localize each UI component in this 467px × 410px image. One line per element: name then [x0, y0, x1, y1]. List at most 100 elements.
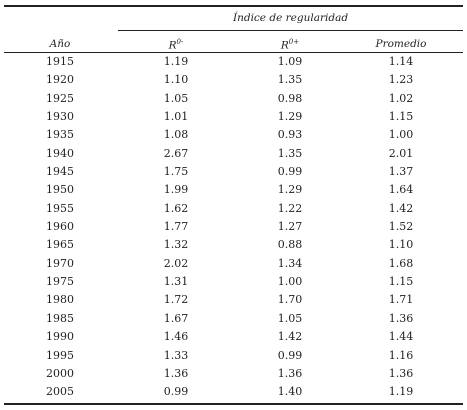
column-header-year-label: Año [49, 38, 71, 50]
table-row: 1945 1.75 0.99 1.37 [0, 165, 467, 183]
r-plus-cell: 1.35 [277, 73, 303, 87]
r-minus-cell: 0.99 [163, 385, 189, 399]
average-cell: 1.36 [388, 311, 414, 325]
year-cell: 1935 [46, 128, 74, 142]
average-cell: 1.52 [388, 220, 414, 234]
table-row: 1970 2.02 1.34 1.68 [0, 257, 467, 275]
r-plus-cell: 0.99 [277, 165, 303, 179]
average-cell: 2.01 [388, 146, 414, 160]
r-minus-cell: 1.01 [163, 110, 189, 124]
bottom-rule [4, 403, 463, 405]
average-cell: 1.44 [388, 330, 414, 344]
top-rule [4, 5, 463, 7]
r-plus-cell: 0.93 [277, 128, 303, 142]
r-plus-cell: 1.40 [277, 385, 303, 399]
table-row: 1990 1.46 1.42 1.44 [0, 330, 467, 348]
r-minus-cell: 1.75 [163, 165, 189, 179]
average-cell: 1.42 [388, 201, 414, 215]
year-cell: 1950 [46, 183, 74, 197]
column-header-r-minus-label: R [168, 39, 177, 52]
year-cell: 1940 [46, 146, 74, 160]
column-header-average: Promedio [346, 38, 456, 50]
table-row: 1920 1.10 1.35 1.23 [0, 73, 467, 91]
year-cell: 1915 [46, 55, 74, 68]
r-plus-cell: 0.98 [277, 91, 303, 105]
year-cell: 1990 [46, 330, 74, 344]
table-row: 1975 1.31 1.00 1.15 [0, 275, 467, 293]
r-plus-cell: 1.36 [277, 366, 303, 380]
column-header-year: Año [5, 38, 115, 50]
table-body: 1915 1.19 1.09 1.14 1920 1.10 1.35 1.23 1925 1.05… [0, 55, 467, 404]
r-plus-cell: 1.34 [277, 256, 303, 270]
average-cell: 1.64 [388, 183, 414, 197]
r-plus-cell: 1.27 [277, 220, 303, 234]
table-row: 1955 1.62 1.22 1.42 [0, 202, 467, 220]
average-cell: 1.23 [388, 73, 414, 87]
average-cell: 1.10 [388, 238, 414, 252]
average-cell: 1.15 [388, 110, 414, 124]
r-minus-cell: 1.32 [163, 238, 189, 252]
r-plus-cell: 1.70 [277, 293, 303, 307]
r-plus-cell: 0.88 [277, 238, 303, 252]
r-minus-cell: 1.19 [163, 55, 189, 68]
r-minus-cell: 1.33 [163, 348, 189, 362]
year-cell: 1985 [46, 311, 74, 325]
table-row: 1965 1.32 0.88 1.10 [0, 238, 467, 256]
table-row: 1940 2.67 1.35 2.01 [0, 147, 467, 165]
r-minus-cell: 1.62 [163, 201, 189, 215]
table-row: 1995 1.33 0.99 1.16 [0, 349, 467, 367]
year-cell: 1980 [46, 293, 74, 307]
year-cell: 1960 [46, 220, 74, 234]
column-header-r-minus: R0- [121, 38, 231, 52]
average-cell: 1.71 [388, 293, 414, 307]
column-header-r-plus-label: R [280, 39, 289, 52]
year-cell: 2000 [46, 366, 74, 380]
r-plus-cell: 1.29 [277, 183, 303, 197]
year-cell: 1930 [46, 110, 74, 124]
group-header: Índice de regularidad [232, 12, 349, 24]
average-cell: 1.15 [388, 275, 414, 289]
r-plus-cell: 1.29 [277, 110, 303, 124]
table-row: 1935 1.08 0.93 1.00 [0, 128, 467, 146]
year-cell: 1925 [46, 91, 74, 105]
table-row: 1930 1.01 1.29 1.15 [0, 110, 467, 128]
r-plus-cell: 1.42 [277, 330, 303, 344]
group-header-rule [118, 30, 463, 31]
r-plus-cell: 1.22 [277, 201, 303, 215]
table-row: 1925 1.05 0.98 1.02 [0, 92, 467, 110]
r-minus-cell: 1.10 [163, 73, 189, 87]
table-row: 1985 1.67 1.05 1.36 [0, 312, 467, 330]
year-cell: 1965 [46, 238, 74, 252]
column-header-r-plus: R0+ [235, 38, 345, 52]
average-cell: 1.00 [388, 128, 414, 142]
header-rule [4, 52, 463, 53]
r-minus-cell: 1.99 [163, 183, 189, 197]
table-row: 1950 1.99 1.29 1.64 [0, 183, 467, 201]
r-minus-cell: 1.77 [163, 220, 189, 234]
r-minus-cell: 1.08 [163, 128, 189, 142]
table-row: 1960 1.77 1.27 1.52 [0, 220, 467, 238]
table-row: 2005 0.99 1.40 1.19 [0, 385, 467, 403]
r-plus-cell: 1.05 [277, 311, 303, 325]
r-minus-cell: 1.05 [163, 91, 189, 105]
year-cell: 1995 [46, 348, 74, 362]
r-minus-cell: 1.46 [163, 330, 189, 344]
year-cell: 2005 [46, 385, 74, 399]
r-minus-cell: 1.67 [163, 311, 189, 325]
column-header-r-minus-sup: 0- [176, 38, 184, 46]
r-minus-cell: 2.02 [163, 256, 189, 270]
average-cell: 1.14 [388, 55, 414, 68]
year-cell: 1945 [46, 165, 74, 179]
average-cell: 1.37 [388, 165, 414, 179]
table-row: 1915 1.19 1.09 1.14 [0, 55, 467, 73]
r-plus-cell: 1.35 [277, 146, 303, 160]
year-cell: 1970 [46, 256, 74, 270]
table-row: 1980 1.72 1.70 1.71 [0, 293, 467, 311]
year-cell: 1955 [46, 201, 74, 215]
r-minus-cell: 1.72 [163, 293, 189, 307]
r-plus-cell: 1.00 [277, 275, 303, 289]
column-header-average-label: Promedio [375, 38, 427, 50]
year-cell: 1920 [46, 73, 74, 87]
year-cell: 1975 [46, 275, 74, 289]
column-header-r-plus-sup: 0+ [288, 38, 300, 46]
